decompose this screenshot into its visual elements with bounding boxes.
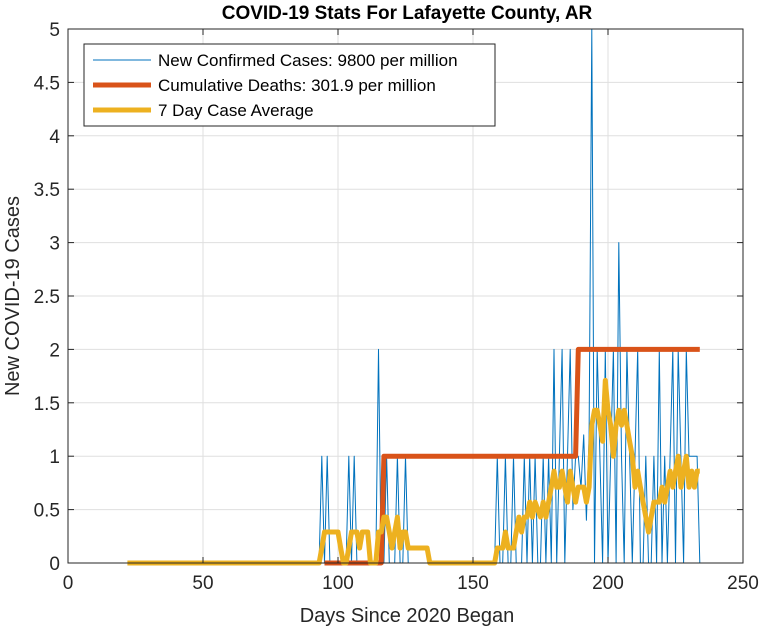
y-tick-label: 1 (49, 447, 60, 468)
x-tick-label: 150 (457, 573, 489, 594)
y-tick-label: 4.5 (34, 73, 60, 94)
legend-label-7-day-average: 7 Day Case Average (158, 101, 314, 120)
y-tick-label: 0.5 (34, 501, 60, 522)
y-axis-label: New COVID-19 Cases (2, 196, 24, 396)
series-line-7-day-average (127, 377, 700, 566)
legend-label-new-cases: New Confirmed Cases: 9800 per million (158, 51, 458, 70)
y-tick-label: 1.5 (34, 394, 60, 415)
legend-box (83, 43, 496, 127)
y-tick-label: 2.5 (34, 287, 60, 308)
x-axis-label: Days Since 2020 Began (300, 605, 515, 627)
legend: New Confirmed Cases: 9800 per million Cu… (83, 43, 496, 127)
y-tick-label: 2 (49, 340, 60, 361)
x-tick-label: 50 (192, 573, 213, 594)
y-tick-label: 3.5 (34, 180, 60, 201)
x-tick-label: 200 (592, 573, 624, 594)
y-tick-label: 4 (49, 127, 60, 148)
chart-title: COVID-19 Stats For Lafayette County, AR (222, 3, 593, 24)
x-tick-label: 250 (727, 573, 759, 594)
axis-ticks: 0 50 100 150 200 250 0 0.5 1 1.5 2 2.5 3 3.5 4 4.5 5 (34, 20, 759, 594)
x-tick-label: 0 (63, 573, 74, 594)
legend-label-cumulative-deaths: Cumulative Deaths: 301.9 per million (158, 76, 436, 95)
x-tick-label: 100 (322, 573, 354, 594)
y-tick-label: 5 (49, 20, 60, 41)
y-tick-label: 3 (49, 234, 60, 255)
y-tick-label: 0 (49, 554, 60, 575)
